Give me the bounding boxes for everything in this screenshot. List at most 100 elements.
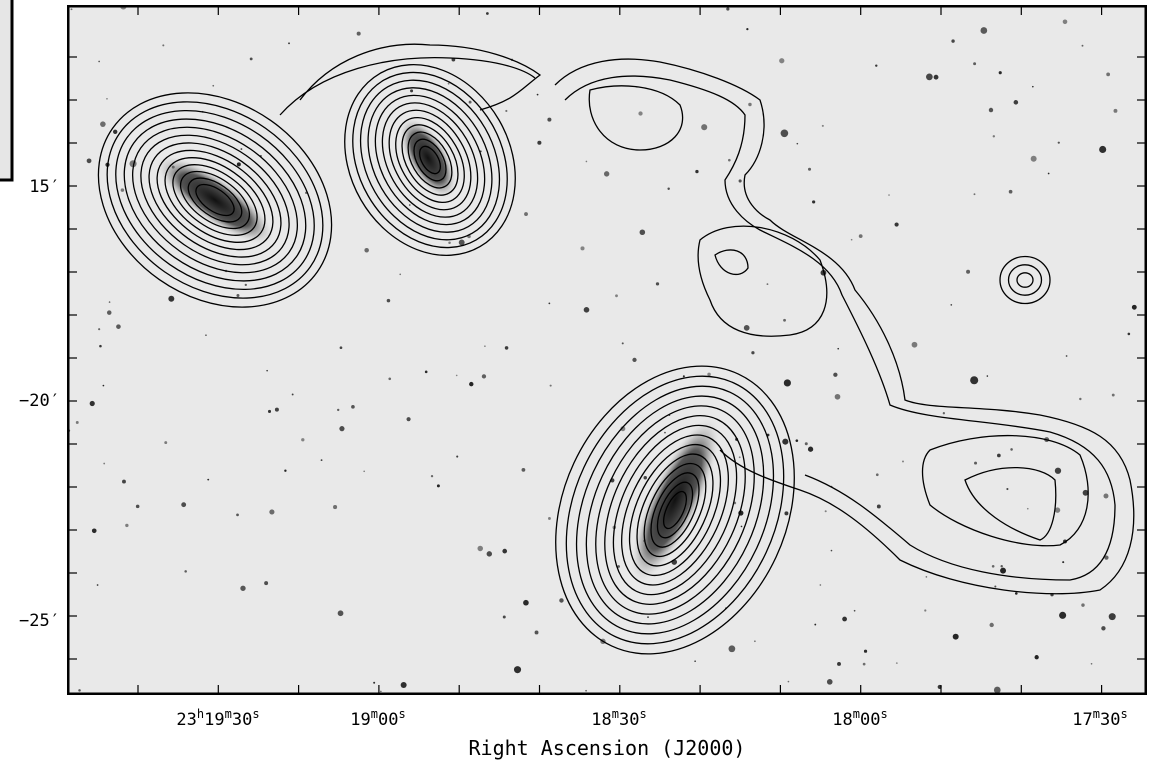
star — [437, 484, 440, 487]
star — [162, 44, 164, 46]
star — [1010, 448, 1013, 451]
star — [388, 377, 391, 380]
star — [994, 687, 1001, 694]
star — [212, 85, 214, 87]
star — [924, 609, 926, 611]
star — [275, 408, 279, 412]
tick-label-part: 30 — [1100, 710, 1120, 730]
star — [288, 42, 290, 44]
star — [695, 170, 698, 173]
star — [835, 394, 841, 400]
star — [796, 439, 799, 442]
star — [746, 28, 748, 30]
star — [164, 441, 167, 444]
star — [604, 171, 609, 176]
star — [514, 666, 521, 673]
star — [784, 379, 791, 386]
star — [1062, 561, 1064, 563]
star — [580, 246, 584, 250]
star — [103, 385, 105, 387]
star — [477, 546, 483, 552]
star — [380, 691, 382, 693]
star — [1000, 568, 1006, 574]
star — [136, 505, 140, 509]
star — [895, 222, 899, 226]
star — [1027, 508, 1029, 510]
star — [537, 94, 539, 96]
tick-label-sup: s — [1120, 707, 1127, 721]
star — [1015, 592, 1018, 595]
star — [1099, 146, 1106, 153]
star — [788, 681, 790, 683]
star — [401, 682, 407, 688]
tick-label-part: 30 — [232, 710, 252, 730]
star — [1112, 394, 1115, 397]
star — [1032, 86, 1034, 88]
star — [76, 421, 79, 424]
star — [647, 616, 649, 618]
x-tick-label: 17m30s — [1072, 707, 1127, 730]
star — [1081, 603, 1084, 606]
star — [99, 345, 102, 348]
star — [701, 124, 707, 130]
star — [1103, 493, 1108, 498]
star — [87, 158, 92, 163]
star — [456, 456, 458, 458]
star — [1083, 490, 1089, 496]
star — [1132, 305, 1137, 310]
tick-label-part: 00 — [860, 710, 880, 730]
star — [266, 370, 268, 372]
star — [78, 689, 81, 692]
star — [989, 108, 993, 112]
x-axis-label: Right Ascension (J2000) — [469, 736, 746, 760]
tick-label-sup: m — [371, 707, 378, 721]
star — [236, 513, 239, 516]
star — [448, 83, 450, 85]
star — [269, 509, 274, 514]
star — [729, 645, 736, 652]
star — [1091, 663, 1093, 665]
star — [523, 600, 529, 606]
star — [486, 12, 489, 15]
star — [109, 301, 111, 303]
tick-label-sup: m — [1093, 707, 1100, 721]
tick-label-part: 30 — [619, 710, 639, 730]
star — [994, 586, 996, 588]
star — [505, 346, 509, 350]
star — [896, 662, 898, 664]
star — [851, 239, 853, 241]
star — [842, 617, 847, 622]
star — [854, 610, 856, 612]
star — [339, 426, 344, 431]
star — [966, 270, 970, 274]
star — [781, 129, 789, 137]
star — [859, 234, 863, 238]
x-tick-label: 19m00s — [350, 707, 405, 730]
star — [181, 502, 186, 507]
star — [333, 505, 337, 509]
star — [1082, 45, 1084, 47]
star — [1066, 355, 1068, 357]
star — [993, 135, 995, 137]
star — [1063, 19, 1068, 24]
star — [888, 194, 890, 196]
star — [469, 101, 472, 104]
star — [812, 200, 815, 203]
tick-label-sup: m — [853, 707, 860, 721]
star — [640, 229, 646, 235]
tick-label-part: 19 — [350, 710, 370, 730]
x-tick-label: 18m30s — [591, 707, 646, 730]
star — [950, 304, 952, 306]
star — [1006, 488, 1008, 490]
star — [694, 660, 696, 662]
star — [584, 307, 590, 313]
star — [825, 510, 827, 512]
star — [741, 526, 743, 528]
star — [748, 103, 751, 106]
star — [1109, 613, 1116, 620]
star — [547, 118, 551, 122]
star — [90, 401, 95, 406]
star — [250, 57, 253, 60]
star — [106, 98, 108, 100]
